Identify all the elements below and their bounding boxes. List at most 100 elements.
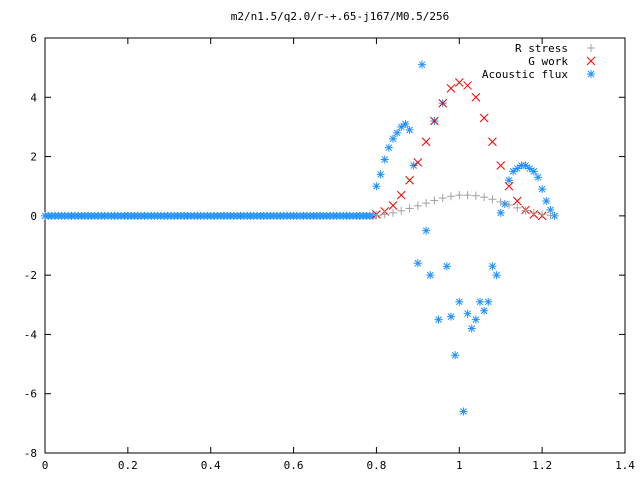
data-point: [496, 161, 506, 170]
data-point: [471, 92, 481, 102]
data-point: [442, 262, 451, 271]
data-point: [401, 119, 410, 128]
data-point: [418, 60, 426, 69]
legend-marker: [587, 70, 595, 78]
data-point: [380, 155, 389, 164]
data-point: [476, 297, 484, 306]
data-point: [384, 143, 393, 152]
data-point: [438, 194, 447, 203]
data-point: [546, 211, 555, 220]
data-point: [376, 170, 385, 179]
data-point: [488, 195, 497, 204]
y-tick-label: -4: [24, 328, 38, 341]
data-point: [488, 137, 497, 147]
data-point: [525, 164, 534, 173]
data-point: [496, 197, 505, 206]
data-point: [434, 315, 443, 324]
data-point: [534, 173, 542, 182]
x-tick-label: 0.2: [118, 459, 138, 472]
y-tick-label: 0: [30, 210, 37, 223]
data-point: [380, 210, 389, 219]
data-point: [422, 199, 431, 208]
data-point: [396, 190, 406, 200]
data-point: [504, 181, 514, 191]
data-point: [529, 208, 538, 217]
data-point: [505, 176, 513, 185]
legend-label: Acoustic flux: [482, 68, 568, 81]
data-point: [455, 297, 464, 306]
data-point: [492, 271, 501, 280]
data-point: [451, 351, 460, 360]
data-point: [521, 206, 530, 215]
data-point: [430, 116, 439, 126]
series-r-stress: [372, 191, 555, 220]
data-point: [413, 259, 422, 268]
data-point: [388, 201, 398, 210]
data-point: [438, 98, 448, 108]
data-point: [389, 208, 397, 217]
y-tick-label: 6: [30, 32, 37, 45]
data-point: [467, 324, 476, 333]
chart-title: m2/n1.5/q2.0/r-+.65-j167/M0.5/256: [231, 10, 450, 23]
y-tick-label: 4: [30, 91, 37, 104]
data-point: [529, 167, 538, 176]
data-point: [454, 78, 464, 87]
data-point: [463, 81, 472, 90]
data-point: [542, 197, 551, 206]
data-point: [463, 191, 472, 200]
legend-label: G work: [528, 55, 568, 68]
data-point: [389, 134, 397, 143]
data-point: [479, 113, 489, 123]
data-point: [430, 196, 439, 205]
data-point: [513, 164, 522, 173]
data-point: [413, 158, 423, 167]
data-point: [505, 200, 513, 209]
data-point: [538, 210, 547, 219]
data-point: [426, 271, 435, 280]
data-point: [538, 185, 547, 194]
data-point: [480, 306, 489, 315]
data-point: [471, 315, 480, 324]
data-point: [372, 211, 381, 220]
data-point: [409, 161, 418, 170]
data-point: [369, 211, 378, 220]
x-tick-label: 1: [456, 459, 463, 472]
y-tick-label: -6: [24, 388, 37, 401]
data-point: [488, 262, 497, 271]
legend-label: R stress: [515, 42, 568, 55]
data-point: [521, 161, 530, 170]
data-point: [484, 297, 493, 306]
data-point: [447, 192, 455, 201]
data-point: [447, 312, 455, 321]
x-tick-label: 0.6: [284, 459, 304, 472]
data-point: [546, 205, 555, 214]
data-point: [405, 125, 414, 134]
data-point: [480, 193, 489, 202]
x-tick-label: 1.4: [615, 459, 635, 472]
data-point: [512, 196, 522, 206]
data-point: [397, 122, 406, 131]
y-tick-label: 2: [30, 151, 37, 164]
y-tick-label: -8: [24, 447, 37, 460]
data-point: [421, 137, 431, 147]
legend-marker: [587, 44, 595, 52]
data-point: [459, 407, 468, 416]
data-point: [471, 191, 480, 200]
data-point: [372, 182, 381, 191]
x-tick-label: 0: [42, 459, 49, 472]
data-point: [397, 206, 406, 215]
data-point: [496, 208, 505, 217]
data-point: [405, 175, 414, 185]
data-point: [422, 226, 431, 235]
x-tick-label: 1.2: [532, 459, 552, 472]
data-point: [393, 128, 402, 137]
data-point: [463, 309, 472, 318]
data-point: [446, 84, 456, 93]
y-tick-label: -2: [24, 269, 37, 282]
legend-marker: [586, 56, 596, 66]
data-point: [405, 204, 414, 213]
series-acoustic-flux: [41, 60, 559, 416]
data-point: [455, 191, 464, 200]
x-tick-label: 0.4: [201, 459, 221, 472]
